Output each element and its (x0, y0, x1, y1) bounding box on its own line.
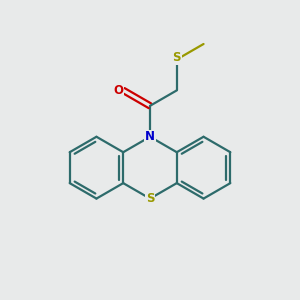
Text: N: N (145, 130, 155, 143)
Text: S: S (172, 52, 181, 64)
Text: S: S (146, 192, 154, 205)
Text: O: O (114, 84, 124, 97)
